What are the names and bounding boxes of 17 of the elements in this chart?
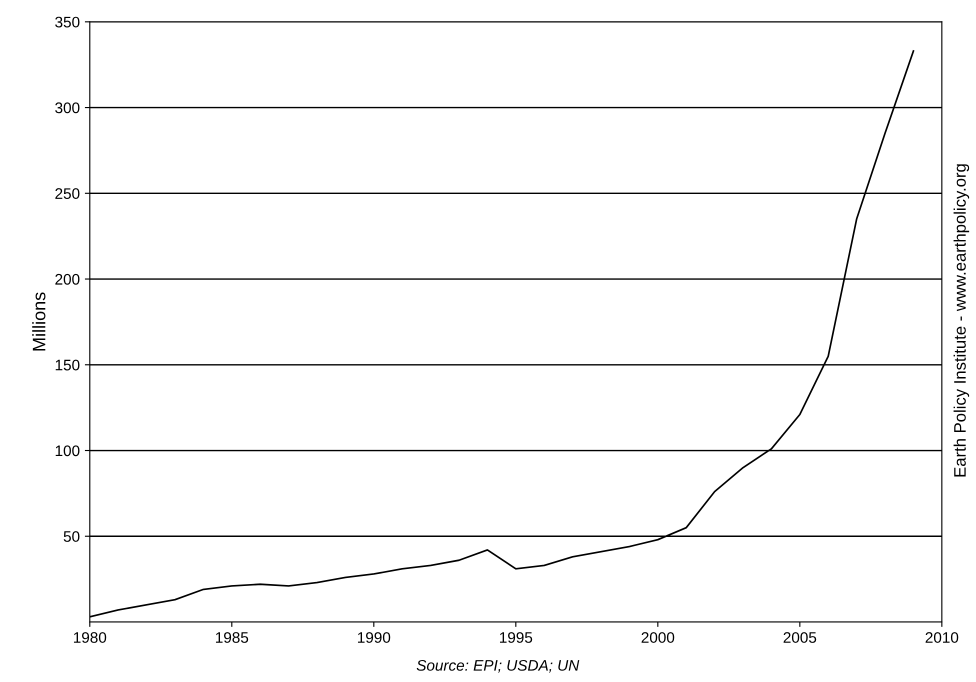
x-tick-label: 2000 — [642, 632, 674, 643]
x-tick-label: 1980 — [74, 632, 106, 643]
y-tick-label: 350 — [55, 16, 80, 28]
x-tick-label: 1990 — [358, 632, 390, 643]
x-tick-label: 1995 — [500, 632, 532, 643]
y-tick-label: 100 — [56, 445, 80, 456]
y-tick-label: 150 — [56, 360, 80, 370]
x-tick-label: 2005 — [784, 632, 816, 643]
y-tick-label: 50 — [64, 531, 80, 542]
x-tick-label: 2010 — [926, 632, 958, 643]
text: Earth Policy Institute - www.earthpolicy.org — [954, 164, 970, 476]
y-tick-label: 300 — [55, 102, 80, 114]
y-tick-label: 200 — [55, 274, 80, 285]
y-tick-label: 250 — [55, 188, 80, 199]
y-axis-title: Millions — [32, 292, 46, 351]
x-tick-label: 1985 — [216, 632, 248, 643]
source-note: Source: EPI; USDA; UN — [416, 660, 580, 673]
